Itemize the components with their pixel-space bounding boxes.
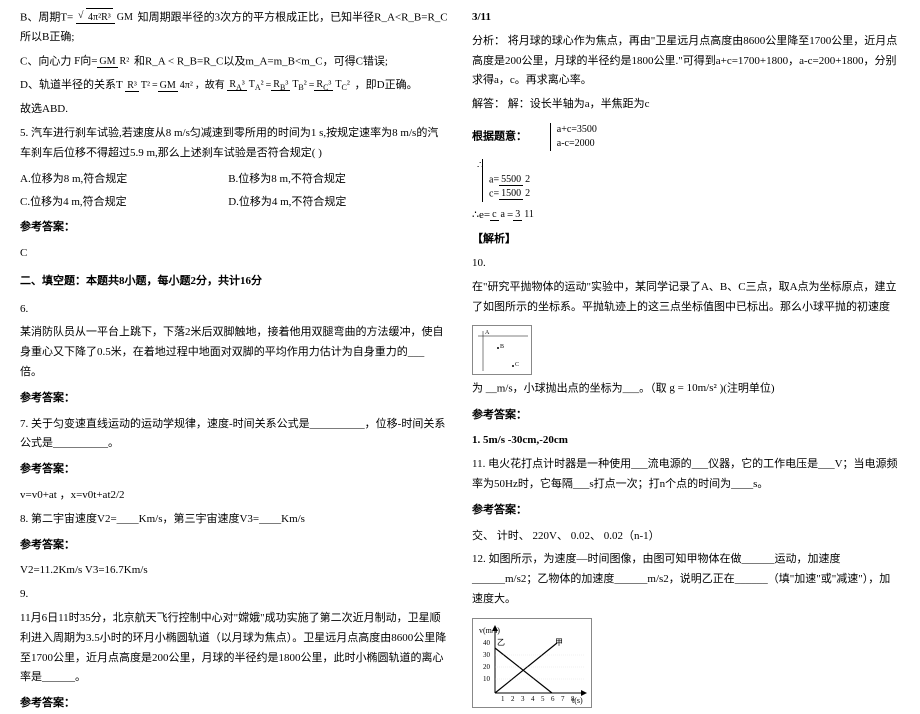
svg-text:10: 10 (483, 675, 491, 683)
eccentricity: ∴e=ca=311 (472, 206, 900, 226)
q10-graph: A B C (472, 325, 532, 375)
ylabel: v(m/s) (479, 626, 500, 635)
left-column: B、周期T= 4π²R³GM 知周期跟半径的3次方的平方根成正比，已知半径R_A… (8, 8, 460, 643)
svg-text:5: 5 (541, 695, 545, 703)
q5-row2: C.位移为4 m,符合规定 D.位移为4 m,不符合规定 (20, 193, 448, 213)
formula-period: 4π²R³GM (76, 8, 135, 28)
brace2a: a=55002 (489, 173, 900, 187)
svg-text:甲: 甲 (555, 638, 563, 647)
q7-answer: v=v0+at ，x=v0t+at2/2 (20, 486, 448, 506)
svg-text:B: B (500, 344, 504, 350)
q6-ref: 参考答案： (20, 389, 448, 409)
q9-text: 11月6日11时35分，北京航天飞行控制中心对"嫦娥"成功实施了第二次近月制动，… (20, 609, 448, 688)
q5-optc: C.位移为4 m,符合规定 (20, 193, 225, 213)
svg-text:A: A (485, 330, 490, 336)
brace1: a+c=3500 a-c=2000 (550, 123, 597, 151)
q5-options: A.位移为8 m,符合规定 B.位移为8 m,不符合规定 C.位移为4 m,符合… (20, 170, 448, 213)
section2-header: 二、填空题：本题共8小题，每小题2分，共计16分 (20, 272, 448, 292)
svg-text:20: 20 (483, 663, 491, 671)
q5-row1: A.位移为8 m,符合规定 B.位移为8 m,不符合规定 (20, 170, 448, 190)
q5-opta: A.位移为8 m,符合规定 (20, 170, 225, 190)
brace1a: a+c=3500 (557, 123, 597, 137)
q8-answer: V2=11.2Km/s V3=16.7Km/s (20, 561, 448, 581)
item-b-pre: B、周期T= (20, 11, 73, 23)
svg-text:3: 3 (521, 695, 525, 703)
right-column: 3/11 分析： 将月球的球心作为焦点，再由"卫星远月点高度由8600公里降至1… (460, 8, 912, 643)
q8-text: 8. 第二宇宙速度V2=____Km/s，第三宇宙速度V3=____Km/s (20, 510, 448, 530)
q10-post: )(注明单位) (720, 383, 775, 395)
analysis-text: 将月球的球心作为焦点，再由"卫星远月点高度由8600公里降至1700公里，近月点… (472, 35, 897, 87)
coord-icon: A B C (473, 326, 531, 374)
svg-text:7: 7 (561, 695, 565, 703)
brace2b: c=15002 (489, 187, 900, 201)
q5-answer: C (20, 244, 448, 264)
q6-num: 6. (20, 300, 448, 320)
vt-graph-icon: v(m/s) t(s) 10 20 30 40 1 2 3 4 5 6 7 8 … (477, 623, 589, 705)
svg-text:1: 1 (501, 695, 505, 703)
q7-ref: 参考答案： (20, 460, 448, 480)
conclusion: 故选ABD. (20, 100, 448, 120)
item-c-pre: C、向心力 (20, 55, 71, 67)
item-c-post: 和R_A < R_B=R_C以及m_A=m_B<m_C，可得C错误; (134, 55, 388, 67)
page-number: 3/11 (472, 8, 900, 28)
q10-g: g = 10m/s² (669, 379, 716, 399)
brace2: ∴ a=55002 c=15002 (482, 159, 900, 202)
formula-orbit: R³T²=GM4π²，故有 RA³TA²=RB³TB²=RC³TC² (125, 76, 352, 95)
item-b: B、周期T= 4π²R³GM 知周期跟半径的3次方的平方根成正比，已知半径R_A… (20, 8, 448, 48)
q5-optb: B.位移为8 m,不符合规定 (228, 173, 346, 185)
q10-pre: 为 __m/s，小球抛出点的坐标为___。（取 (472, 383, 667, 395)
q5-text: 5. 汽车进行刹车试验,若速度从8 m/s匀减速到零所用的时间为1 s,按规定速… (20, 124, 448, 164)
brace1b: a-c=2000 (557, 137, 597, 151)
svg-text:40: 40 (483, 639, 491, 647)
q6-text: 某消防队员从一平台上跳下，下落2米后双脚触地，接着他用双腿弯曲的方法缓冲，使自身… (20, 323, 448, 382)
svg-text:4: 4 (531, 695, 535, 703)
analysis-label: 分析： (472, 35, 505, 47)
q10-num: 10. (472, 254, 900, 274)
svg-text:乙: 乙 (497, 638, 505, 647)
svg-text:30: 30 (483, 651, 491, 659)
svg-text:C: C (515, 362, 519, 368)
q10-answer: 1. 5m/s -30cm,-20cm (472, 431, 900, 451)
q5-optd: D.位移为4 m,不符合规定 (228, 196, 346, 208)
q9-num: 9. (20, 585, 448, 605)
q5-ref: 参考答案： (20, 218, 448, 238)
q11-text: 11. 电火花打点计时器是一种使用___流电源的___仪器，它的工作电压是___… (472, 455, 900, 495)
q10-text2: 为 __m/s，小球抛出点的坐标为___。（取 g = 10m/s² )(注明单… (472, 379, 900, 399)
q9-solve: 解答： 解：设长半轴为a，半焦距为c (472, 95, 900, 115)
solve-label: 解答： (472, 98, 505, 110)
item-d-post: ，即D正确。 (355, 80, 418, 92)
svg-text:8: 8 (571, 695, 575, 703)
q10-ref: 参考答案： (472, 406, 900, 426)
formula-force: F向=GMR² (74, 52, 131, 72)
solve-text: 解：设长半轴为a，半焦距为c (508, 98, 650, 110)
q12-graph: v(m/s) t(s) 10 20 30 40 1 2 3 4 5 6 7 8 … (472, 618, 592, 708)
svg-text:6: 6 (551, 695, 555, 703)
given-label: 根据题意： (472, 131, 527, 143)
q10-text: 在"研究平抛物体的运动"实验中，某同学记录了A、B、C三点，取A点为坐标原点，建… (472, 278, 900, 318)
q7-text: 7. 关于匀变速直线运动的运动学规律，速度-时间关系公式是__________，… (20, 415, 448, 455)
item-d: D、轨道半径的关系T R³T²=GM4π²，故有 RA³TA²=RB³TB²=R… (20, 76, 448, 96)
q12-text: 12. 如图所示，为速度—时间图像，由图可知甲物体在做______运动，加速度_… (472, 550, 900, 609)
q11-answer: 交、 计时、 220V、 0.02、 0.02（n-1） (472, 527, 900, 547)
item-d-pre: D、轨道半径的关系T (20, 80, 122, 92)
svg-text:2: 2 (511, 695, 515, 703)
jiexi-label: 【解析】 (472, 230, 900, 250)
item-c: C、向心力 F向=GMR² 和R_A < R_B=R_C以及m_A=m_B<m_… (20, 52, 448, 72)
q9-analysis: 分析： 将月球的球心作为焦点，再由"卫星远月点高度由8600公里降至1700公里… (472, 32, 900, 91)
q9-ref: 参考答案： (20, 694, 448, 714)
q8-ref: 参考答案： (20, 536, 448, 556)
q11-ref: 参考答案： (472, 501, 900, 521)
q9-given: 根据题意： a+c=3500 a-c=2000 (472, 119, 900, 155)
